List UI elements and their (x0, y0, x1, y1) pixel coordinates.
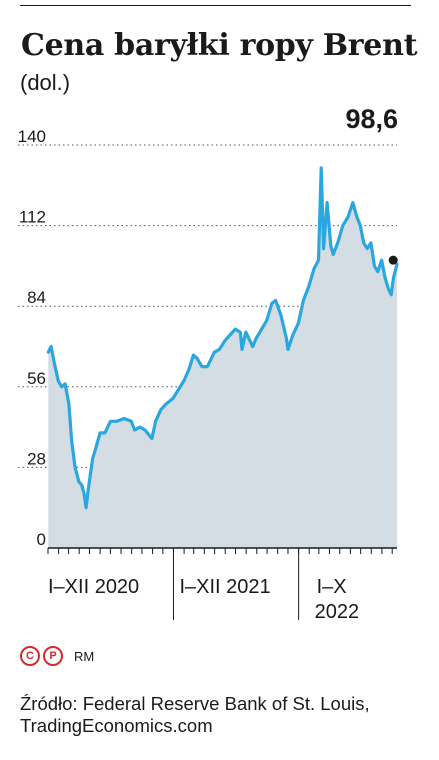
period-label-2022-months: I–X (317, 576, 347, 598)
y-tick-label: 0 (37, 530, 46, 549)
last-point-marker (388, 255, 398, 265)
copyright-icon: C (20, 646, 40, 666)
price-area (48, 168, 398, 548)
y-tick-label: 28 (27, 449, 46, 468)
rm-label: RM (74, 648, 95, 664)
chart-title: Cena baryłki ropy Brent (21, 28, 418, 63)
y-tick-label: 112 (19, 208, 46, 227)
period-label-2022-year: 2022 (315, 601, 360, 623)
chart-area: 0 28 56 84 112 140 I–XII 2020 I–XII 2021 I–X 2022 (18, 127, 399, 623)
copyright-logo: C P RM (20, 646, 94, 666)
y-tick-label: 56 (27, 369, 46, 388)
y-tick-label: 84 (27, 288, 46, 307)
y-tick-label: 140 (18, 127, 46, 146)
period-label-2021: I–XII 2021 (179, 576, 270, 598)
last-value-label: 98,6 (345, 104, 398, 134)
unit-label: (dol.) (20, 70, 71, 95)
top-rule (20, 5, 411, 6)
price-line (46, 166, 399, 510)
period-label-2020: I–XII 2020 (48, 576, 139, 598)
phonogram-icon: P (43, 646, 63, 666)
source-note: Źródło: Federal Reserve Bank of St. Loui… (20, 693, 370, 736)
